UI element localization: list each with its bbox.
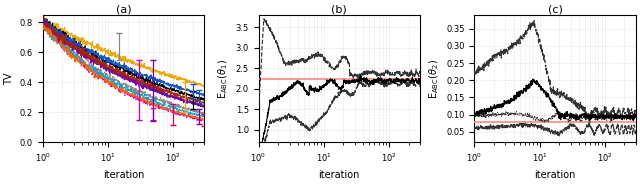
X-axis label: iteration: iteration [319, 170, 360, 180]
Y-axis label: $\mathrm{E_{ABC}}(\theta_1)$: $\mathrm{E_{ABC}}(\theta_1)$ [216, 59, 230, 99]
Title: (c): (c) [548, 4, 563, 14]
Title: (b): (b) [332, 4, 347, 14]
Y-axis label: $\mathrm{E_{ABC}}(\theta_2)$: $\mathrm{E_{ABC}}(\theta_2)$ [427, 59, 440, 99]
Title: (a): (a) [116, 4, 131, 14]
Y-axis label: TV: TV [4, 72, 14, 85]
X-axis label: iteration: iteration [534, 170, 576, 180]
X-axis label: iteration: iteration [103, 170, 144, 180]
